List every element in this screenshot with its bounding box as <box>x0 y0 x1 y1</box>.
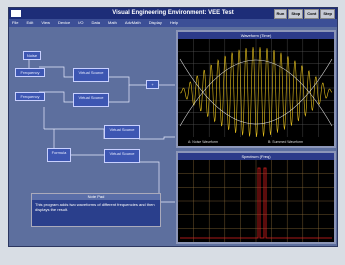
menu-item[interactable]: File <box>12 19 18 27</box>
stop-button[interactable]: Stop <box>288 9 303 19</box>
menu-item[interactable]: View <box>41 19 50 27</box>
virtual-source-node[interactable]: Virtual Source <box>73 68 109 82</box>
menu-item[interactable]: Data <box>92 19 100 27</box>
legend-label: A: Noise Waveform <box>188 140 218 144</box>
menu-item[interactable]: Math <box>108 19 117 27</box>
menu-item[interactable]: I/O <box>78 19 83 27</box>
spectrum-panel: Spectrum (Freq) <box>176 151 336 244</box>
toolbar: Run Stop Cont Step <box>274 9 335 19</box>
panel-title: Spectrum (Freq) <box>178 153 334 160</box>
menu-item[interactable]: Help <box>170 19 178 27</box>
menu-bar: File Edit View Device I/O Data Math AdvMath Disp… <box>9 19 337 27</box>
noise-node[interactable]: Noise <box>23 51 41 60</box>
virtual-source-node[interactable]: Virtual Source <box>104 125 140 139</box>
waveform-panel: Waveform (Time) A: Noise Waveform B: Sum… <box>176 30 336 148</box>
vee-window: Visual Engineering Environment: VEE Test… <box>8 7 338 247</box>
menu-item[interactable]: Display <box>149 19 162 27</box>
menu-item[interactable]: Edit <box>26 19 33 27</box>
window-title: Visual Engineering Environment: VEE Test <box>112 10 233 16</box>
cont-button[interactable]: Cont <box>304 9 319 19</box>
step-button[interactable]: Step <box>320 9 335 19</box>
menu-item[interactable]: Device <box>58 19 70 27</box>
formula-node[interactable]: Formula <box>47 148 71 162</box>
frequency-node[interactable]: Frequency <box>15 92 45 101</box>
frequency-node[interactable]: Frequency <box>15 68 45 77</box>
panel-title: Waveform (Time) <box>178 32 334 39</box>
menu-item[interactable]: AdvMath <box>125 19 141 27</box>
title-bar: Visual Engineering Environment: VEE Test… <box>9 8 337 19</box>
virtual-source-node[interactable]: Virtual Source <box>104 149 140 163</box>
add-node[interactable]: + <box>146 80 159 89</box>
virtual-source-node[interactable]: Virtual Source <box>73 93 109 107</box>
note-pad-text: This program adds two waveforms of diffe… <box>32 200 160 214</box>
screen: Visual Engineering Environment: VEE Test… <box>0 0 345 265</box>
waveform-plot: A: Noise Waveform B: Summed Waveform <box>178 39 334 146</box>
run-button[interactable]: Run <box>274 9 288 19</box>
legend-label: B: Summed Waveform <box>268 140 303 144</box>
hp-logo <box>11 10 21 17</box>
spectrum-plot <box>178 160 334 242</box>
note-pad: Note Pad This program adds two waveforms… <box>31 193 161 227</box>
